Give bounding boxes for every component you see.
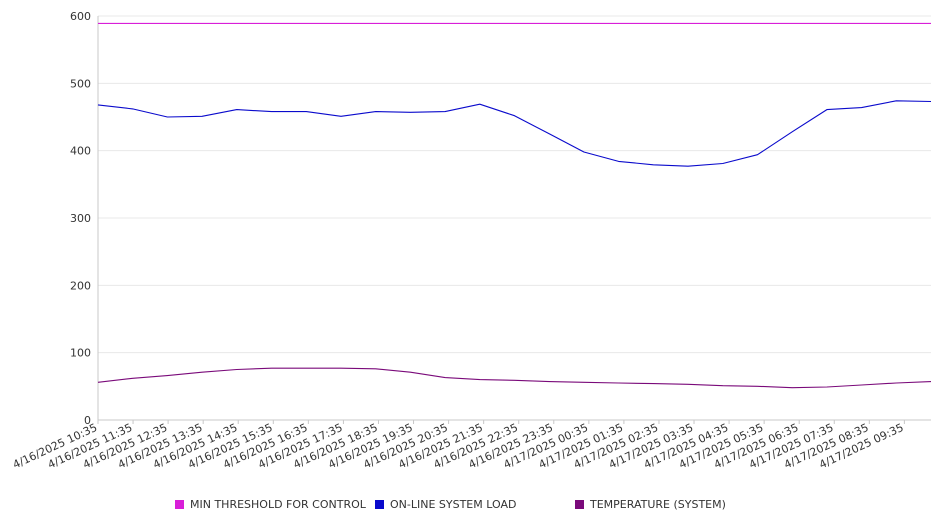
series-lines	[97, 22, 932, 389]
y-tick-label: 600	[70, 10, 91, 23]
x-tick-labels: 4/16/2025 10:354/16/2025 11:354/16/2025 …	[11, 421, 906, 471]
legend-label-temperature: TEMPERATURE (SYSTEM)	[590, 498, 726, 511]
legend-swatch-temperature	[575, 500, 584, 509]
y-tick-labels: 0 100 200 300 400 500 600	[70, 10, 91, 427]
legend-item-temperature[interactable]: TEMPERATURE (SYSTEM)	[575, 498, 726, 511]
y-tick-label: 200	[70, 279, 91, 292]
legend-swatch-system-load	[375, 500, 384, 509]
legend-item-system-load[interactable]: ON-LINE SYSTEM LOAD	[375, 498, 516, 511]
legend-label-min-threshold: MIN THRESHOLD FOR CONTROL	[190, 498, 366, 511]
series-line-2	[97, 367, 932, 389]
y-tick-label: 300	[70, 212, 91, 225]
y-tick-label: 500	[70, 77, 91, 90]
axes	[97, 16, 931, 424]
gridlines	[98, 15, 931, 354]
y-tick-label: 100	[70, 347, 91, 360]
legend: MIN THRESHOLD FOR CONTROL ON-LINE SYSTEM…	[0, 498, 946, 514]
legend-label-system-load: ON-LINE SYSTEM LOAD	[390, 498, 517, 511]
legend-item-min-threshold[interactable]: MIN THRESHOLD FOR CONTROL	[175, 498, 366, 511]
y-tick-label: 400	[70, 145, 91, 158]
legend-swatch-min-threshold	[175, 500, 184, 509]
series-line-1	[97, 100, 932, 167]
y-tick-label: 0	[84, 414, 91, 427]
